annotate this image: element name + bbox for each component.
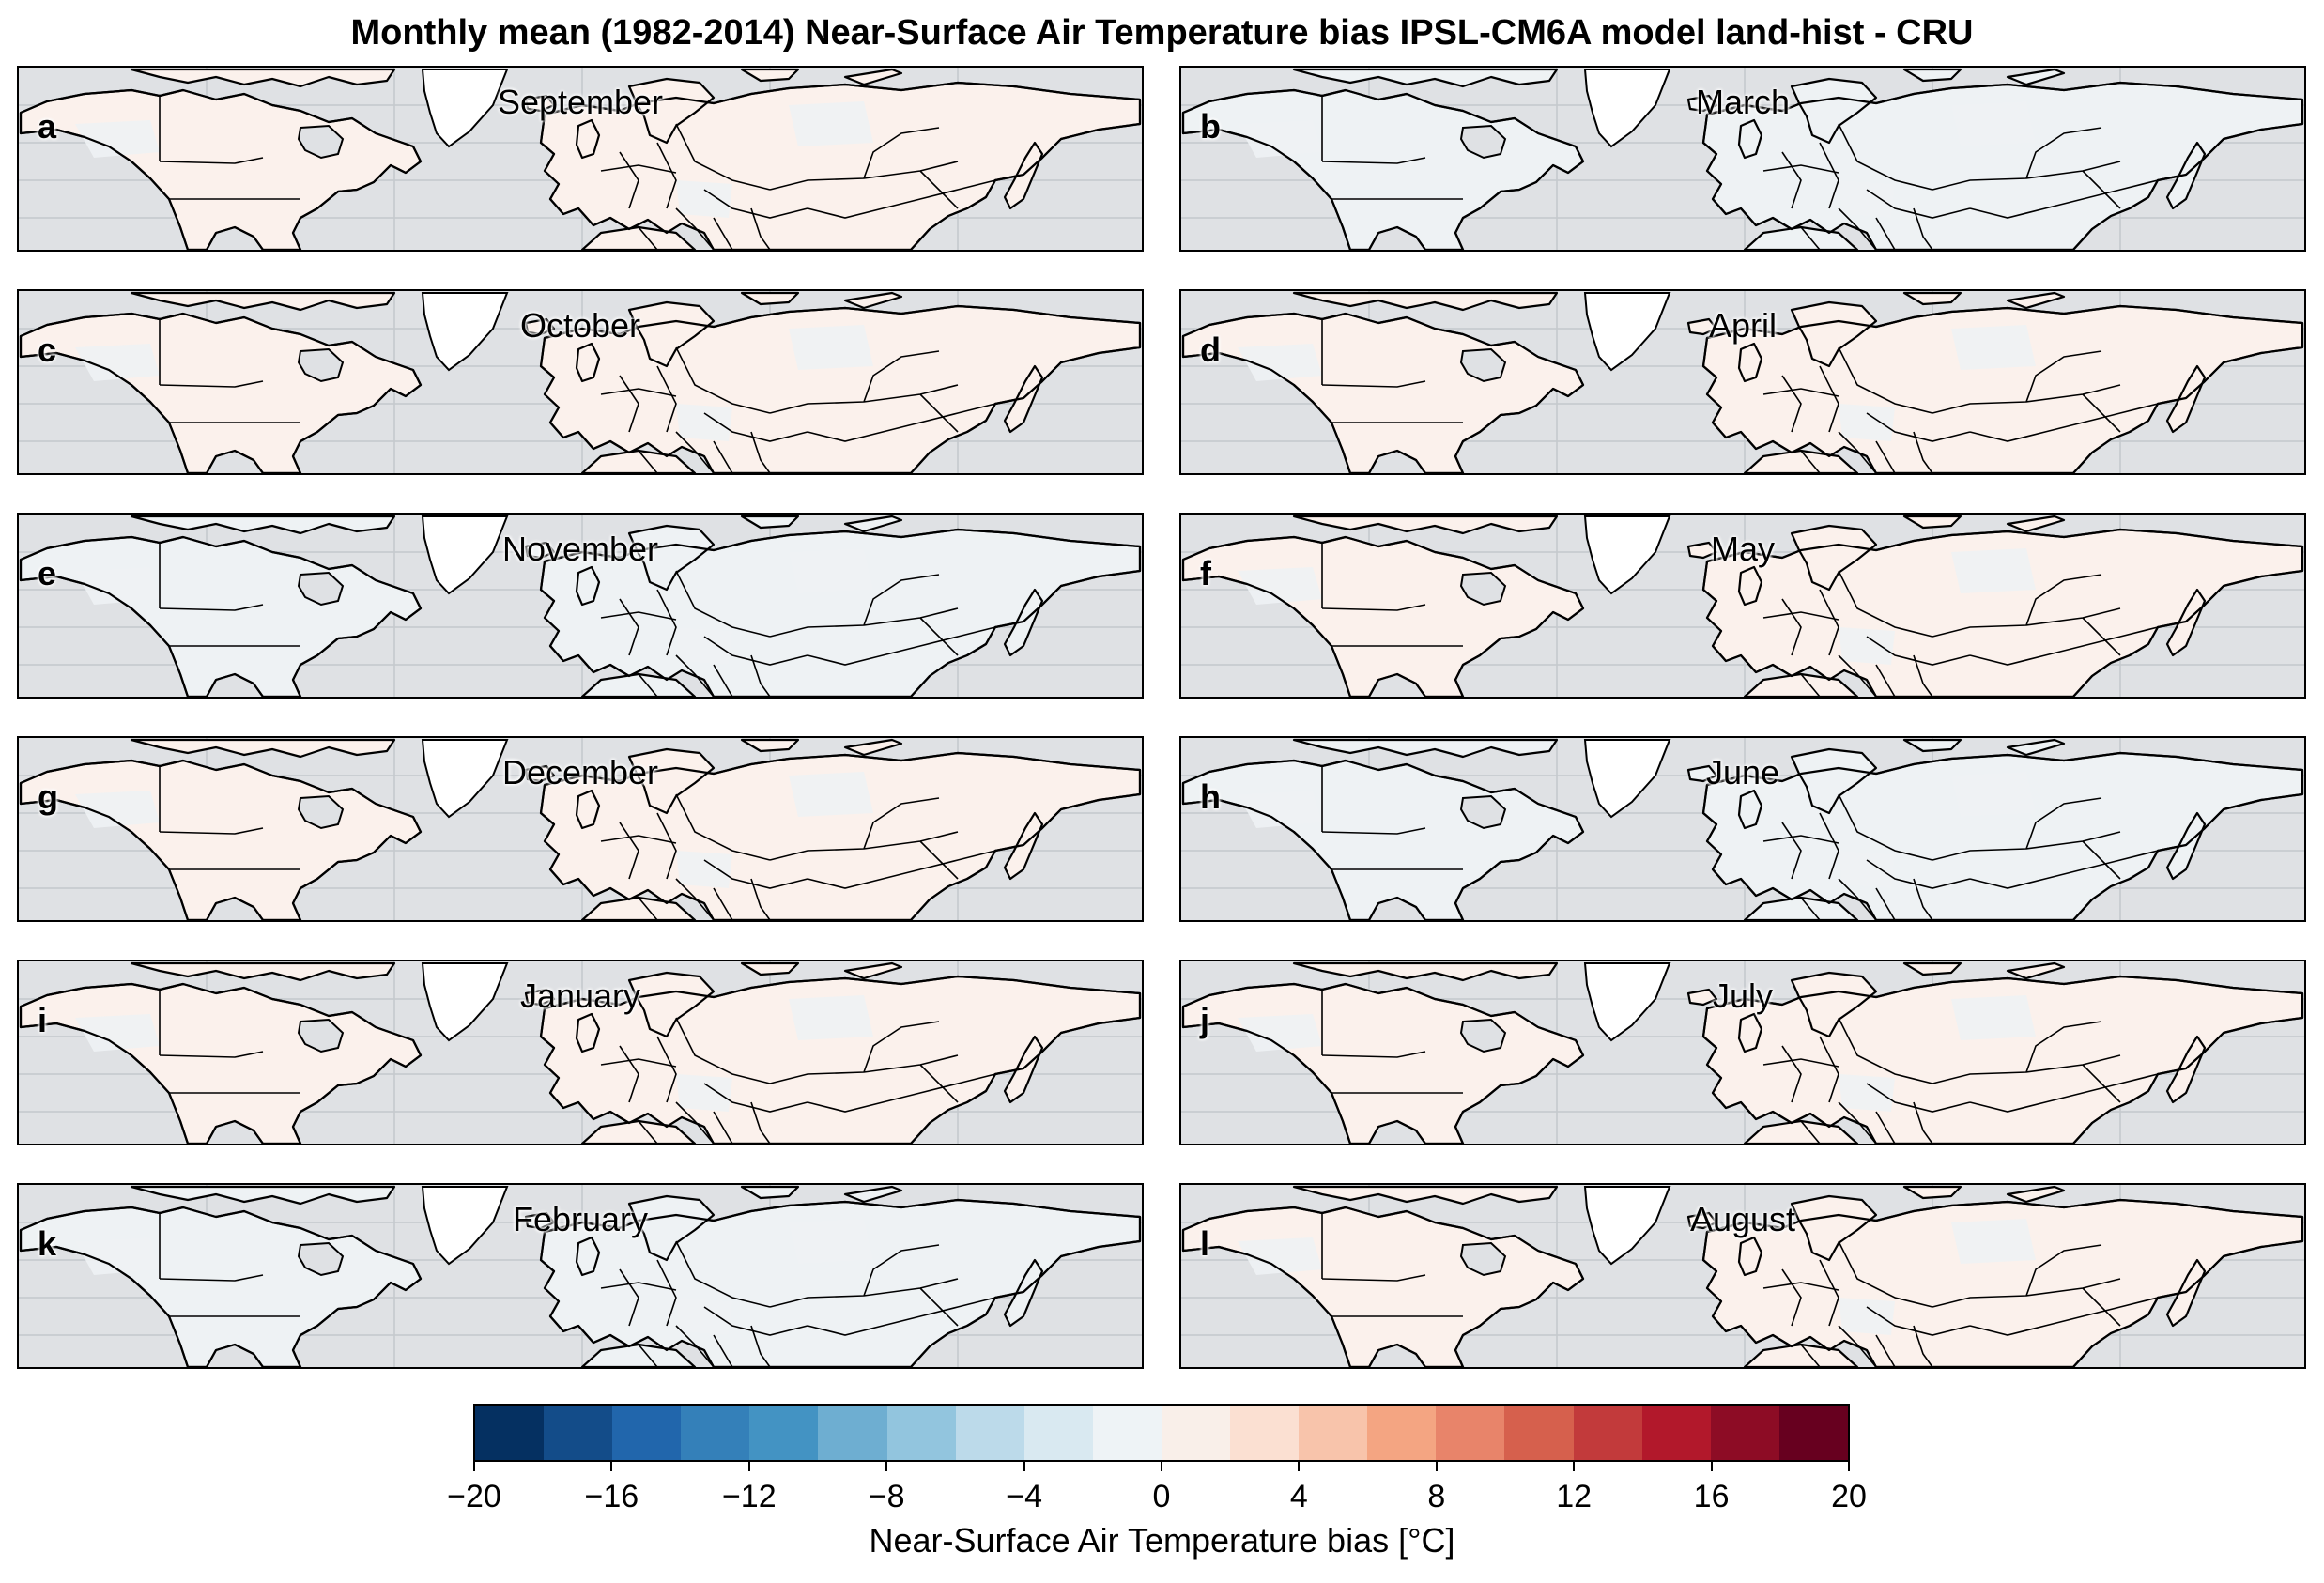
- colorbar-tick-mark: [610, 1460, 613, 1471]
- panel-month-title: July: [1712, 976, 1774, 1015]
- colorbar-segment: [1367, 1406, 1437, 1460]
- panel-month-title: February: [512, 1200, 649, 1238]
- map-svg: [19, 515, 1142, 697]
- colorbar-label: Near-Surface Air Temperature bias [°C]: [869, 1521, 1455, 1560]
- colorbar-tick-label: 0: [1152, 1479, 1171, 1514]
- map-panel-b: b March: [1179, 66, 2306, 252]
- panel-month-title: October: [519, 306, 641, 345]
- colorbar-segment: [1092, 1406, 1162, 1460]
- colorbar-segment: [1230, 1406, 1300, 1460]
- colorbar-tick-mark: [1710, 1460, 1713, 1471]
- colorbar-tick-mark: [1023, 1460, 1025, 1471]
- map-panel-c: c October: [17, 289, 1144, 475]
- panel-month-title: May: [1710, 530, 1775, 568]
- map-svg: [19, 1185, 1142, 1367]
- map-svg: [1181, 738, 2304, 920]
- panel-month-title: January: [519, 976, 641, 1015]
- colorbar-tick-label: −4: [1006, 1479, 1042, 1514]
- map-svg: [19, 68, 1142, 250]
- figure-title: Monthly mean (1982-2014) Near-Surface Ai…: [350, 13, 1974, 53]
- colorbar-tick-label: 12: [1556, 1479, 1593, 1514]
- colorbar-segment: [681, 1406, 750, 1460]
- colorbar-tick-label: 16: [1693, 1479, 1730, 1514]
- map-svg: [19, 961, 1142, 1144]
- map-panel-l: l August: [1179, 1183, 2306, 1369]
- colorbar-tick-mark: [1848, 1460, 1850, 1471]
- colorbar-segment: [1573, 1406, 1642, 1460]
- panel-month-title: September: [497, 83, 664, 121]
- panel-month-title: November: [501, 530, 659, 568]
- map-svg: [1181, 515, 2304, 697]
- colorbar: [473, 1404, 1850, 1462]
- panel-letter: h: [1200, 777, 1221, 816]
- colorbar-segment: [955, 1406, 1024, 1460]
- panel-letter: l: [1200, 1224, 1210, 1263]
- colorbar-segment: [1778, 1406, 1848, 1460]
- panel-letter: a: [38, 107, 57, 146]
- colorbar-ticks: −20 −16 −12 −8 −4 0 4 8 12 16 20: [447, 1460, 1867, 1535]
- colorbar-tick-label: −20: [447, 1479, 501, 1514]
- colorbar-tick-mark: [1161, 1460, 1162, 1471]
- panel-letter: c: [38, 330, 57, 369]
- panel-letter: f: [1200, 554, 1211, 592]
- map-panel-d: d April: [1179, 289, 2306, 475]
- panel-letter: g: [38, 777, 58, 816]
- map-panel-h: h June: [1179, 736, 2306, 922]
- panel-letter: d: [1200, 330, 1221, 369]
- colorbar-tick-mark: [885, 1460, 888, 1471]
- panel-letter: b: [1200, 107, 1221, 146]
- map-svg: [1181, 291, 2304, 473]
- colorbar-tick-label: 4: [1289, 1479, 1308, 1514]
- colorbar-segment: [1161, 1406, 1231, 1460]
- colorbar-segment: [1710, 1406, 1779, 1460]
- colorbar-segment: [1299, 1406, 1368, 1460]
- panel-month-title: August: [1689, 1200, 1796, 1238]
- panel-month-title: June: [1705, 753, 1780, 792]
- colorbar-tick-label: −16: [584, 1479, 639, 1514]
- map-panel-i: i January: [17, 960, 1144, 1145]
- panel-month-title: March: [1695, 83, 1791, 121]
- map-svg: [1181, 1185, 2304, 1367]
- colorbar-segment: [1023, 1406, 1093, 1460]
- map-svg: [1181, 68, 2304, 250]
- colorbar-tick-label: −12: [721, 1479, 777, 1514]
- colorbar-tick-mark: [1435, 1460, 1438, 1471]
- panel-letter: k: [38, 1224, 57, 1263]
- map-panel-g: g December: [17, 736, 1144, 922]
- colorbar-segment: [1504, 1406, 1574, 1460]
- map-panel-j: j July: [1179, 960, 2306, 1145]
- panel-month-title: April: [1708, 306, 1778, 345]
- colorbar-segment: [544, 1406, 613, 1460]
- panel-month-title: December: [501, 753, 659, 792]
- colorbar-tick-label: −8: [868, 1479, 905, 1514]
- colorbar-segment: [1436, 1406, 1505, 1460]
- panel-letter: e: [38, 554, 57, 592]
- map-svg: [19, 738, 1142, 920]
- colorbar-segment: [475, 1406, 545, 1460]
- colorbar-segment: [886, 1406, 956, 1460]
- map-panel-f: f May: [1179, 513, 2306, 699]
- colorbar-tick-mark: [473, 1460, 475, 1471]
- colorbar-tick-label: 8: [1427, 1479, 1446, 1514]
- map-svg: [19, 291, 1142, 473]
- colorbar-segment: [1641, 1406, 1711, 1460]
- colorbar-tick-mark: [747, 1460, 750, 1471]
- colorbar-segment: [612, 1406, 682, 1460]
- panel-letter: j: [1200, 1001, 1210, 1039]
- colorbar-tick-label: 20: [1831, 1479, 1867, 1514]
- colorbar-segment: [749, 1406, 819, 1460]
- map-panel-e: e November: [17, 513, 1144, 699]
- colorbar-tick-mark: [1573, 1460, 1576, 1471]
- map-svg: [1181, 961, 2304, 1144]
- colorbar-tick-mark: [1298, 1460, 1301, 1471]
- panel-letter: i: [38, 1001, 48, 1039]
- map-panel-a: a September: [17, 66, 1144, 252]
- colorbar-segment: [818, 1406, 887, 1460]
- map-panel-k: k February: [17, 1183, 1144, 1369]
